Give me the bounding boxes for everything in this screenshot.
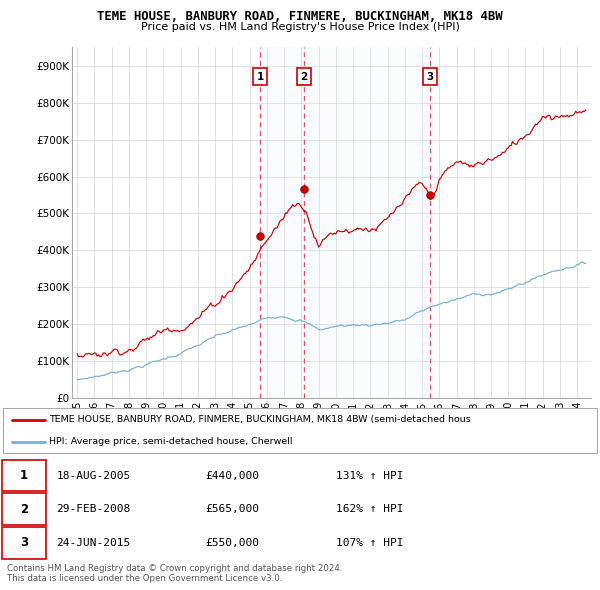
Text: 18-AUG-2005: 18-AUG-2005 (56, 471, 131, 481)
Text: TEME HOUSE, BANBURY ROAD, FINMERE, BUCKINGHAM, MK18 4BW: TEME HOUSE, BANBURY ROAD, FINMERE, BUCKI… (97, 10, 503, 23)
Text: 131% ↑ HPI: 131% ↑ HPI (335, 471, 403, 481)
Text: £565,000: £565,000 (205, 504, 259, 514)
Text: 107% ↑ HPI: 107% ↑ HPI (335, 537, 403, 548)
Text: 29-FEB-2008: 29-FEB-2008 (56, 504, 131, 514)
Text: 3: 3 (20, 536, 28, 549)
Text: 24-JUN-2015: 24-JUN-2015 (56, 537, 131, 548)
Text: 2: 2 (20, 503, 28, 516)
Text: 1: 1 (20, 469, 28, 482)
Text: 2: 2 (301, 72, 308, 82)
Text: 162% ↑ HPI: 162% ↑ HPI (335, 504, 403, 514)
FancyBboxPatch shape (2, 493, 46, 525)
Text: Price paid vs. HM Land Registry's House Price Index (HPI): Price paid vs. HM Land Registry's House … (140, 22, 460, 32)
FancyBboxPatch shape (2, 460, 46, 491)
Text: TEME HOUSE, BANBURY ROAD, FINMERE, BUCKINGHAM, MK18 4BW (semi-detached hous: TEME HOUSE, BANBURY ROAD, FINMERE, BUCKI… (49, 415, 471, 424)
Bar (260, 47, 304, 398)
Text: HPI: Average price, semi-detached house, Cherwell: HPI: Average price, semi-detached house,… (49, 437, 293, 447)
Text: 3: 3 (427, 72, 434, 82)
FancyBboxPatch shape (2, 527, 46, 559)
Text: £550,000: £550,000 (205, 537, 259, 548)
Text: Contains HM Land Registry data © Crown copyright and database right 2024.
This d: Contains HM Land Registry data © Crown c… (7, 564, 343, 584)
Bar (304, 47, 430, 398)
Text: £440,000: £440,000 (205, 471, 259, 481)
Text: 1: 1 (257, 72, 264, 82)
